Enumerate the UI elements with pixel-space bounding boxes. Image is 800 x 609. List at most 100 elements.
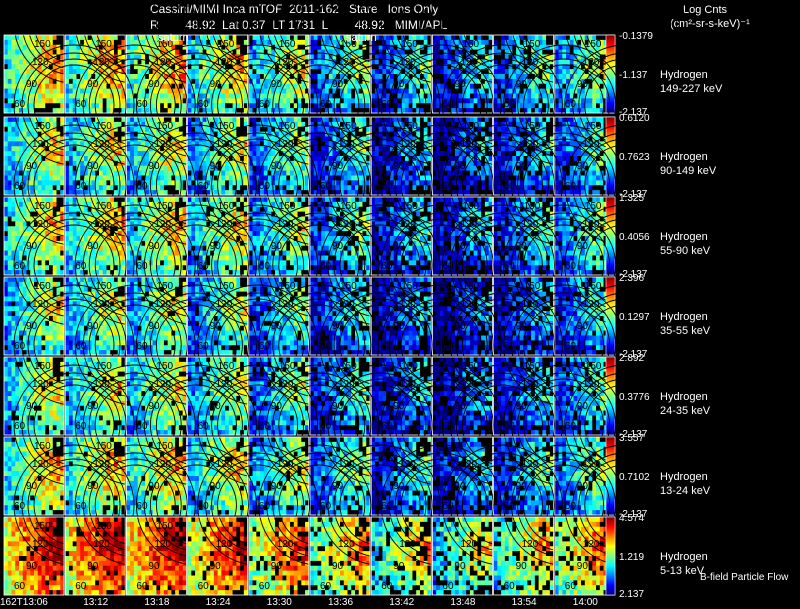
heatmap-cell	[83, 126, 88, 132]
heatmap-cell	[52, 165, 57, 171]
heatmap-cell	[30, 64, 35, 70]
heatmap-cell	[275, 108, 280, 114]
heatmap-cell	[130, 35, 135, 41]
heatmap-cell	[313, 69, 318, 75]
heatmap-cell	[267, 93, 272, 99]
heatmap-cell	[362, 49, 367, 55]
heatmap-cell	[56, 175, 61, 181]
heatmap-cell	[163, 59, 168, 65]
heatmap-cell	[30, 103, 35, 109]
heatmap-cell	[102, 39, 107, 46]
heatmap-cell	[343, 93, 348, 99]
heatmap-cell	[52, 175, 57, 181]
heatmap-cell	[232, 98, 237, 104]
heatmap-cell	[313, 83, 318, 89]
heatmap-cell	[293, 131, 298, 137]
heatmap-cell	[256, 165, 261, 171]
heatmap-cell	[91, 108, 96, 114]
heatmap-cell	[98, 88, 103, 94]
heatmap-cell	[206, 98, 211, 104]
heatmap-cell	[41, 185, 46, 191]
heatmap-cell	[527, 175, 532, 181]
heatmap-cell	[72, 126, 77, 132]
heatmap-cell	[145, 44, 150, 50]
heatmap-cell	[293, 83, 298, 89]
heatmap-cell	[282, 98, 287, 104]
heatmap-cell	[232, 54, 237, 60]
heatmap-cell	[378, 74, 383, 80]
heatmap-cell	[419, 103, 424, 109]
heatmap-cell	[95, 59, 100, 65]
heatmap-cell	[126, 151, 131, 157]
heatmap-cell	[198, 74, 203, 80]
heatmap-cell	[121, 74, 126, 80]
heatmap-cell	[121, 88, 126, 94]
heatmap-cell	[248, 165, 253, 171]
heatmap-cell	[393, 69, 398, 75]
contour-label: 60	[75, 99, 87, 110]
heatmap-cell	[462, 78, 467, 85]
heatmap-cell	[423, 165, 428, 171]
heatmap-cell	[432, 93, 437, 99]
heatmap-cell	[432, 64, 437, 70]
heatmap-cell	[160, 64, 165, 70]
heatmap-cell	[290, 69, 295, 75]
heatmap-cell	[206, 88, 211, 94]
heatmap-cell	[321, 74, 326, 80]
heatmap-cell	[110, 108, 115, 114]
heatmap-cell	[412, 103, 417, 109]
heatmap-cell	[102, 93, 107, 99]
heatmap-cell	[497, 151, 502, 157]
heatmap-cell	[290, 83, 295, 89]
heatmap-cell	[175, 35, 180, 41]
heatmap-cell	[19, 54, 24, 60]
heatmap-cell	[252, 44, 257, 50]
heatmap-cell	[393, 74, 398, 80]
heatmap-cell	[362, 117, 367, 123]
heatmap-cell	[432, 88, 437, 94]
heatmap-cell	[202, 103, 207, 109]
heatmap-cell	[22, 35, 27, 41]
heatmap-cell	[91, 69, 96, 75]
heatmap-cell	[160, 98, 165, 104]
heatmap-cell	[267, 141, 272, 147]
heatmap-cell	[178, 74, 183, 80]
heatmap-cell	[267, 151, 272, 157]
heatmap-cell	[454, 39, 459, 46]
heatmap-cell	[72, 54, 77, 60]
heatmap-cell	[542, 117, 547, 123]
heatmap-cell	[56, 98, 61, 104]
heatmap-cell	[382, 131, 387, 137]
heatmap-cell	[493, 88, 498, 94]
heatmap-cell	[15, 141, 20, 147]
heatmap-cell	[4, 74, 9, 80]
heatmap-cell	[325, 69, 330, 75]
heatmap-cell	[404, 74, 409, 80]
heatmap-cell	[113, 180, 118, 186]
heatmap-cell	[378, 156, 383, 162]
heatmap-cell	[7, 78, 12, 85]
heatmap-cell	[481, 170, 486, 176]
heatmap-cell	[286, 165, 291, 171]
heatmap-cell	[408, 170, 413, 176]
heatmap-cell	[236, 93, 241, 99]
heatmap-cell	[213, 108, 218, 114]
heatmap-cell	[117, 165, 122, 171]
heatmap-cell	[4, 64, 9, 70]
heatmap-cell	[106, 175, 111, 181]
heatmap-cell	[110, 131, 115, 137]
heatmap-cell	[15, 64, 20, 70]
heatmap-cell	[65, 54, 70, 60]
heatmap-cell	[466, 108, 471, 114]
heatmap-cell	[121, 44, 126, 50]
heatmap-cell	[271, 103, 276, 109]
heatmap-cell	[581, 108, 586, 114]
heatmap-cell	[401, 59, 406, 65]
heatmap-cell	[371, 131, 376, 137]
heatmap-cell	[256, 156, 261, 162]
heatmap-cell	[228, 39, 233, 46]
heatmap-cell	[240, 69, 245, 75]
heatmap-cell	[15, 175, 20, 181]
heatmap-cell	[596, 98, 601, 104]
heatmap-cell	[41, 69, 46, 75]
